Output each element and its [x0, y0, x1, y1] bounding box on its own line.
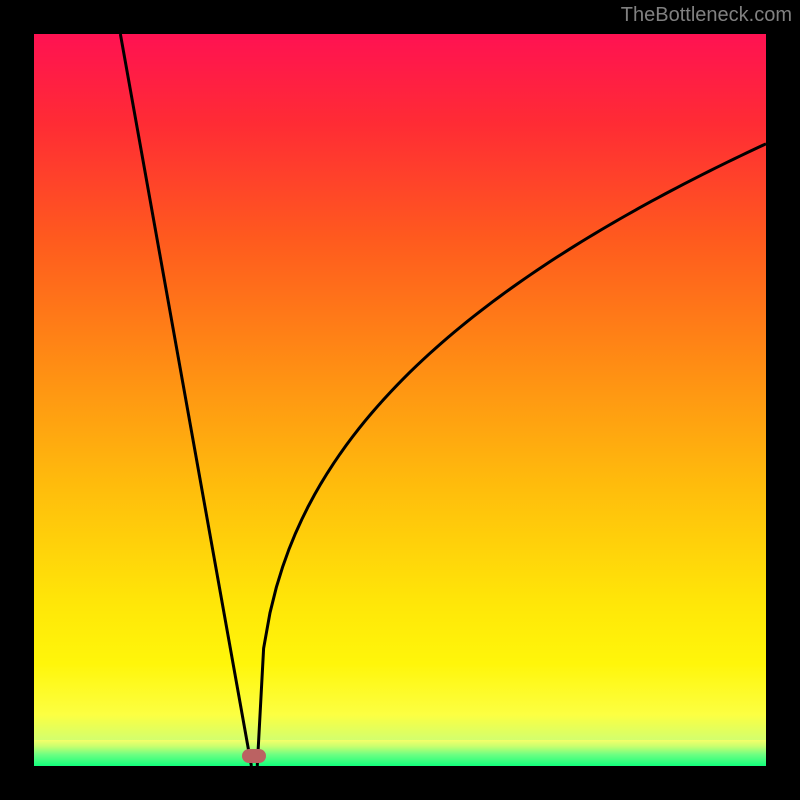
plot-curves: [34, 34, 766, 766]
plot-area: [34, 34, 766, 766]
minimum-marker: [242, 749, 266, 763]
watermark-text: TheBottleneck.com: [621, 4, 792, 27]
curve-left-line: [120, 34, 251, 766]
curve-right-arc: [257, 144, 766, 766]
